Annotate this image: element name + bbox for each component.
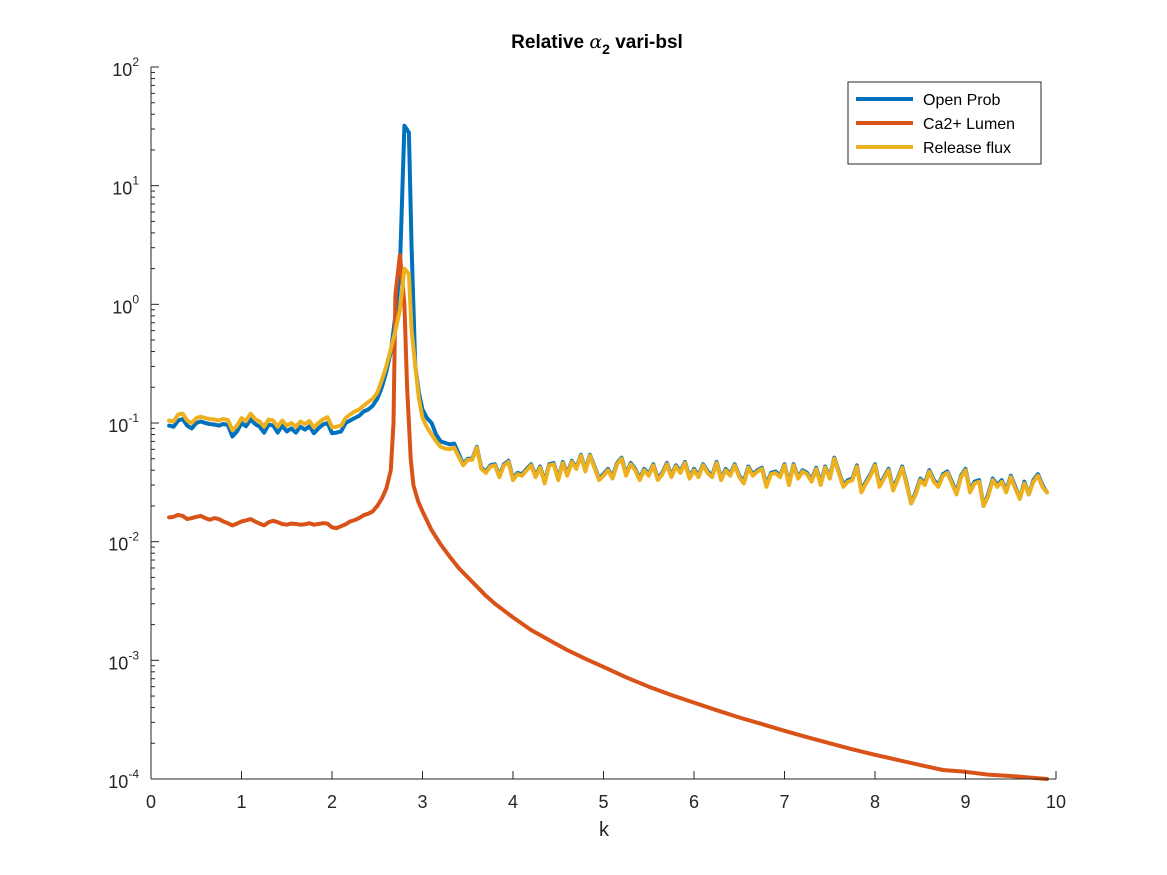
y-tick-label-base: 10 [108, 535, 128, 555]
y-tick-label-exponent: -2 [128, 530, 139, 544]
x-tick-label: 4 [508, 792, 518, 812]
legend-label-3: Release flux [923, 140, 1011, 157]
chart-title-symbol: α [589, 31, 602, 53]
y-tick-label-base: 10 [112, 60, 132, 80]
x-axis-title: k [599, 819, 610, 841]
chart-title-subscript: 2 [602, 41, 610, 57]
y-tick-label-base: 10 [112, 179, 132, 199]
x-tick-label: 9 [960, 792, 970, 812]
legend-label-2: Ca2+ Lumen [923, 116, 1015, 133]
y-tick-label: 102 [112, 55, 139, 80]
chart-title-suffix: vari-bsl [610, 32, 683, 53]
y-tick-label-exponent: 2 [132, 55, 139, 69]
x-tick-label: 8 [870, 792, 880, 812]
y-tick-label-exponent: -4 [128, 767, 139, 781]
x-tick-label: 7 [779, 792, 789, 812]
legend: Open Prob Ca2+ Lumen Release flux [847, 81, 1042, 165]
chart-title-prefix: Relative [511, 32, 589, 53]
series-line-3 [167, 266, 1049, 508]
y-tick-label: 10-4 [108, 767, 139, 792]
y-tick-label: 101 [112, 174, 139, 199]
y-tick-label-exponent: -3 [128, 648, 139, 662]
y-tick-label: 10-1 [108, 411, 139, 436]
y-tick-label: 10-3 [108, 648, 139, 673]
x-tick-label: 6 [689, 792, 699, 812]
x-tick-label: 1 [236, 792, 246, 812]
x-tick-label: 5 [598, 792, 608, 812]
y-tick-label: 10-2 [108, 530, 139, 555]
legend-label-1: Open Prob [923, 92, 1000, 109]
x-tick-label: 0 [146, 792, 156, 812]
y-tick-label-base: 10 [108, 653, 128, 673]
y-tick-label: 100 [112, 292, 139, 317]
y-tick-label-base: 10 [108, 416, 128, 436]
y-tick-label-base: 10 [112, 297, 132, 317]
series-layer [167, 123, 1049, 781]
chart-title: Relative α2 vari-bsl [511, 31, 683, 57]
series-line-2 [167, 253, 1049, 781]
y-tick-label-exponent: 0 [132, 292, 139, 306]
y-tick-label-exponent: 1 [132, 174, 139, 188]
y-tick-label-base: 10 [108, 772, 128, 792]
x-tick-label: 3 [417, 792, 427, 812]
y-tick-label-exponent: -1 [128, 411, 139, 425]
x-tick-label: 10 [1046, 792, 1066, 812]
x-tick-label: 2 [327, 792, 337, 812]
